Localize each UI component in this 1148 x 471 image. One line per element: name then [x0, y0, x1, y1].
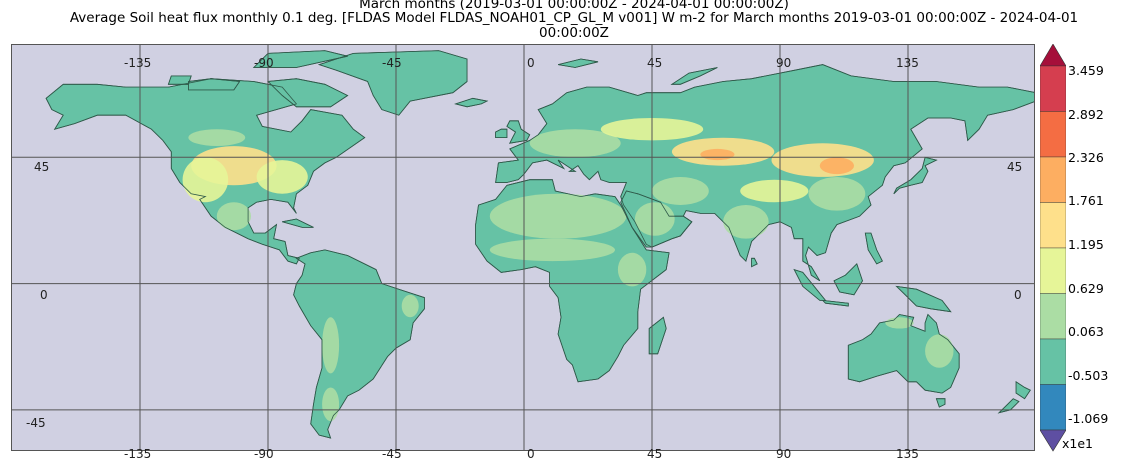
heat-layer: [45, 50, 1034, 439]
colorbar-segment-0: [1040, 65, 1066, 112]
title-line-1: March months (2019-03-01 00:00:00Z - 202…: [359, 0, 789, 12]
coastline-java: [821, 299, 849, 307]
coastline-novaya-zemlya: [670, 67, 718, 85]
lon-tick-top-m135: -135: [124, 56, 152, 70]
lat-tick-left-0: 0: [40, 288, 48, 302]
coastline-tasmania: [935, 398, 946, 408]
coastline-victoria-island: [187, 78, 241, 91]
lon-tick-bottom-0: 0: [527, 447, 535, 461]
coastline-ellesmere: [252, 50, 348, 68]
colorbar-label-5: 0.629: [1068, 281, 1104, 296]
colorbar-segment-1: [1040, 111, 1066, 158]
heat-region-canada-prairie-mid: [188, 129, 246, 146]
coastline-australia: [847, 313, 960, 394]
lon-tick-bottom-90: 90: [776, 447, 792, 461]
colorbar-label-4: 1.195: [1068, 237, 1104, 252]
lon-tick-bottom-135: 135: [896, 447, 919, 461]
heat-region-us-west-mid: [182, 157, 229, 203]
heat-region-patagonia-mid: [322, 387, 340, 422]
heat-region-andes-mid: [322, 317, 340, 374]
lon-tick-top-m45: -45: [382, 56, 402, 70]
coastline-iceland: [454, 97, 489, 108]
lon-tick-top-90: 90: [776, 56, 792, 70]
colorbar-label-6: 0.063: [1068, 324, 1104, 339]
colorbar-segment-2: [1040, 156, 1066, 203]
coastline-eurasia: [495, 64, 1034, 282]
colorbar-arrow-bottom: [1040, 429, 1066, 452]
lon-tick-bottom-m45: -45: [382, 447, 402, 461]
coastline-greenland: [317, 50, 468, 116]
coastline-new-guinea: [895, 285, 952, 313]
heat-region-us-east-mid: [256, 160, 308, 194]
colorbar-label-3: 1.761: [1068, 193, 1104, 208]
heat-region-sahara-mid: [489, 193, 627, 239]
coastline-cuba: [282, 218, 314, 228]
heat-region-sahel-mid: [489, 238, 615, 262]
heat-region-arabia-mid: [634, 202, 675, 236]
coastline-new-zealand-south: [997, 398, 1020, 414]
heat-region-tibet-mid: [740, 179, 809, 203]
colorbar: [1040, 44, 1066, 452]
heat-region-kazakh-peak: [700, 148, 735, 161]
colorbar-label-2: 2.326: [1068, 150, 1104, 165]
map-panel[interactable]: [11, 44, 1035, 451]
colorbar-scale-label: x1e1: [1062, 436, 1093, 451]
title-line-2: Average Soil heat flux monthly 0.1 deg. …: [69, 10, 1079, 26]
lat-tick-right-45: 45: [1007, 160, 1023, 174]
coastline-svalbard: [558, 58, 599, 68]
coastline-new-zealand-north: [1015, 381, 1031, 400]
lon-tick-bottom-m90: -90: [254, 447, 274, 461]
lon-tick-top-m90: -90: [254, 56, 274, 70]
coastline-borneo: [833, 263, 863, 296]
lat-tick-right-0: 0: [1014, 288, 1022, 302]
colorbar-label-7: -0.503: [1068, 368, 1109, 383]
coastline-baffin: [267, 78, 349, 108]
colorbar-label-1: 2.892: [1068, 107, 1104, 122]
colorbar-label-8: -1.069: [1068, 411, 1109, 426]
colorbar-segment-5: [1040, 293, 1066, 340]
coastline-arabia: [620, 190, 693, 248]
colorbar-arrow-top: [1040, 44, 1066, 67]
heat-region-iran-mid: [652, 177, 709, 205]
heat-region-mongolia-peak: [819, 157, 855, 175]
world-map[interactable]: [12, 45, 1035, 451]
heat-region-australia-north-mid: [885, 317, 914, 329]
coastline-madagascar: [648, 316, 667, 355]
heat-region-india-mid: [723, 205, 769, 239]
coastline-ireland: [495, 128, 508, 138]
coastline-sri-lanka: [751, 257, 758, 268]
title-line-3: 00:00:00Z: [539, 25, 609, 41]
lat-tick-left-m45: -45: [26, 416, 46, 430]
colorbar-segment-4: [1040, 247, 1066, 294]
lat-tick-left-45: 45: [34, 160, 50, 174]
heat-region-brazil-east-mid: [401, 294, 419, 318]
heat-region-australia-east-mid: [925, 334, 954, 368]
coastline-britain: [506, 120, 531, 144]
lon-tick-bottom-m135: -135: [124, 447, 152, 461]
lon-tick-top-0: 0: [527, 56, 535, 70]
lon-tick-top-135: 135: [896, 56, 919, 70]
heat-region-mongolia-high: [771, 143, 874, 177]
colorbar-segment-7: [1040, 384, 1066, 431]
coastline-north-america: [45, 78, 366, 265]
lon-tick-top-45: 45: [647, 56, 663, 70]
lon-tick-bottom-45: 45: [647, 447, 663, 461]
heat-region-mexico-mid: [216, 202, 251, 231]
graticule: [12, 45, 1034, 450]
coastline-africa: [475, 179, 670, 383]
heat-region-europe-mid: [529, 129, 621, 158]
colorbar-segment-6: [1040, 338, 1066, 385]
colorbar-label-0: 3.459: [1068, 63, 1104, 78]
heat-region-east-africa-mid: [617, 252, 647, 287]
colorbar-segment-3: [1040, 202, 1066, 249]
coastline-philippines: [864, 232, 883, 265]
coastline-banks-island: [167, 75, 192, 85]
heat-region-china-mid: [808, 177, 866, 211]
